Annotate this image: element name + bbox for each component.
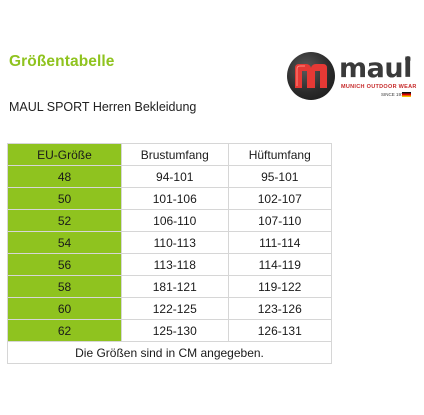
chest-cell: 94-101 [120,165,229,188]
maul-logo: maul ® MUNICH OUTDOOR WEAR SINCE 1975 [287,52,417,100]
table-row: 52 106-110 107-110 [7,209,332,232]
size-cell: 48 [7,165,122,188]
chest-cell: 181-121 [120,275,229,298]
header-chest: Brustumfang [120,143,229,166]
header-hip: Hüftumfang [227,143,332,166]
logo-badge-icon [287,52,335,100]
table-row: 48 94-101 95-101 [7,165,332,188]
logo-wordmark: maul [339,53,412,84]
size-cell: 62 [7,319,122,342]
table-row: 60 122-125 123-126 [7,297,332,320]
size-table: EU-Größe Brustumfang Hüftumfang 48 94-10… [7,143,332,364]
chest-cell: 113-118 [120,253,229,276]
chest-cell: 106-110 [120,209,229,232]
table-note-row: Die Größen sind in CM angegeben. [7,341,332,364]
hip-cell: 119-122 [227,275,332,298]
german-flag-icon [402,92,411,97]
table-row: 56 113-118 114-119 [7,253,332,276]
table-header-row: EU-Größe Brustumfang Hüftumfang [7,143,332,166]
size-cell: 60 [7,297,122,320]
size-cell: 58 [7,275,122,298]
table-row: 62 125-130 126-131 [7,319,332,342]
chest-cell: 101-106 [120,187,229,210]
table-row: 50 101-106 102-107 [7,187,332,210]
page-title: Größentabelle [9,53,115,70]
hip-cell: 114-119 [227,253,332,276]
logo-since: SINCE 1975 [381,92,407,97]
logo-registered-mark: ® [405,55,411,64]
chest-cell: 110-113 [120,231,229,254]
size-cell: 52 [7,209,122,232]
hip-cell: 126-131 [227,319,332,342]
table-row: 54 110-113 111-114 [7,231,332,254]
page-subtitle: MAUL SPORT Herren Bekleidung [9,100,197,114]
chest-cell: 122-125 [120,297,229,320]
size-cell: 54 [7,231,122,254]
logo-tagline: MUNICH OUTDOOR WEAR [341,84,417,90]
chest-cell: 125-130 [120,319,229,342]
table-note: Die Größen sind in CM angegeben. [7,341,332,364]
hip-cell: 111-114 [227,231,332,254]
hip-cell: 123-126 [227,297,332,320]
table-row: 58 181-121 119-122 [7,275,332,298]
size-cell: 56 [7,253,122,276]
hip-cell: 102-107 [227,187,332,210]
hip-cell: 95-101 [227,165,332,188]
header-eu-size: EU-Größe [7,143,122,166]
size-cell: 50 [7,187,122,210]
hip-cell: 107-110 [227,209,332,232]
